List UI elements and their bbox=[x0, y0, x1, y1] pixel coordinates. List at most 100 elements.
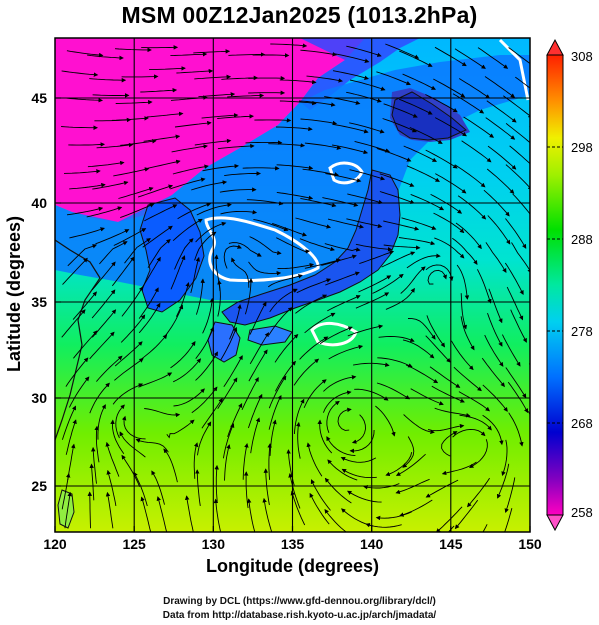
streamline bbox=[460, 293, 467, 330]
colorbar-tick-label: 308 bbox=[571, 49, 593, 64]
streamline bbox=[385, 43, 420, 59]
streamline bbox=[328, 344, 364, 360]
streamline bbox=[349, 169, 386, 181]
streamline bbox=[506, 286, 524, 321]
streamline bbox=[89, 382, 110, 414]
streamline bbox=[268, 375, 287, 409]
streamline bbox=[503, 95, 530, 119]
streamline bbox=[298, 100, 336, 107]
streamline bbox=[97, 404, 106, 440]
streamline bbox=[224, 171, 261, 177]
streamline bbox=[300, 197, 337, 208]
streamline bbox=[476, 269, 492, 304]
streamline bbox=[140, 88, 178, 93]
streamline bbox=[91, 309, 117, 338]
streamline bbox=[118, 186, 154, 199]
streamline bbox=[372, 273, 404, 294]
streamline bbox=[455, 222, 482, 250]
streamline bbox=[401, 217, 437, 230]
streamline bbox=[175, 282, 190, 317]
map-title: MSM 00Z12Jan2025 (1013.2hPa) bbox=[121, 2, 478, 28]
streamline bbox=[325, 173, 362, 183]
streamline bbox=[141, 256, 161, 289]
streamline bbox=[433, 212, 465, 234]
streamline bbox=[171, 144, 208, 153]
streamline bbox=[86, 206, 123, 218]
streamline bbox=[202, 297, 215, 334]
streamline bbox=[346, 45, 382, 57]
streamline bbox=[191, 180, 228, 191]
streamline bbox=[195, 278, 205, 315]
streamline bbox=[191, 386, 218, 414]
streamline bbox=[434, 117, 467, 137]
streamline bbox=[170, 95, 208, 101]
streamline bbox=[347, 490, 382, 503]
streamline bbox=[105, 441, 120, 477]
streamline bbox=[482, 414, 504, 446]
y-tick-label: 35 bbox=[31, 294, 47, 310]
streamline bbox=[295, 217, 332, 229]
streamline bbox=[504, 262, 524, 295]
streamline bbox=[89, 463, 95, 501]
streamline bbox=[508, 47, 530, 65]
streamline bbox=[461, 140, 492, 163]
streamline bbox=[452, 237, 478, 265]
streamline bbox=[247, 393, 263, 429]
streamline bbox=[349, 79, 386, 91]
streamline bbox=[290, 490, 306, 526]
streamline bbox=[402, 339, 435, 359]
streamline bbox=[433, 78, 466, 98]
streamline bbox=[269, 419, 277, 456]
cold-air-region bbox=[55, 38, 365, 222]
streamline bbox=[184, 495, 194, 532]
streamline bbox=[402, 73, 437, 90]
streamline bbox=[172, 358, 202, 383]
streamline bbox=[193, 442, 199, 479]
streamline bbox=[463, 116, 495, 138]
streamline bbox=[262, 497, 273, 532]
streamline bbox=[430, 193, 463, 214]
x-axis-label: Longitude (degrees) bbox=[205, 556, 379, 576]
streamline bbox=[398, 237, 436, 246]
streamline bbox=[467, 477, 490, 508]
streamline bbox=[486, 100, 517, 123]
streamline bbox=[483, 189, 510, 217]
streamline bbox=[249, 236, 282, 256]
streamline bbox=[138, 302, 161, 334]
streamline bbox=[170, 177, 206, 190]
y-tick-label: 30 bbox=[31, 390, 47, 406]
streamline bbox=[300, 49, 337, 57]
streamline bbox=[477, 47, 509, 69]
streamline bbox=[61, 309, 86, 338]
streamline bbox=[195, 221, 227, 243]
streamline bbox=[172, 164, 209, 175]
streamline bbox=[293, 358, 320, 386]
streamline bbox=[375, 405, 396, 437]
streamline bbox=[504, 477, 516, 514]
streamline bbox=[323, 375, 357, 392]
streamline bbox=[91, 261, 116, 291]
streamline bbox=[358, 275, 392, 293]
streamline bbox=[383, 220, 420, 231]
streamline bbox=[196, 202, 232, 216]
streamline bbox=[231, 257, 250, 288]
streamline bbox=[504, 507, 513, 532]
streamline bbox=[351, 414, 366, 444]
x-tick-label: 150 bbox=[518, 536, 542, 552]
streamline bbox=[94, 425, 100, 463]
x-tick-label: 125 bbox=[122, 536, 146, 552]
streamline bbox=[228, 52, 266, 57]
streamline bbox=[244, 277, 254, 315]
streamline bbox=[133, 471, 148, 507]
streamline bbox=[67, 244, 98, 267]
streamline bbox=[299, 336, 329, 360]
streamline bbox=[321, 254, 357, 266]
streamline bbox=[177, 202, 212, 220]
streamline bbox=[194, 138, 232, 146]
streamline bbox=[89, 331, 115, 360]
streamline bbox=[425, 335, 451, 363]
streamline bbox=[87, 491, 93, 529]
streamline bbox=[482, 384, 508, 412]
streamline bbox=[349, 122, 385, 134]
streamline bbox=[354, 140, 390, 153]
